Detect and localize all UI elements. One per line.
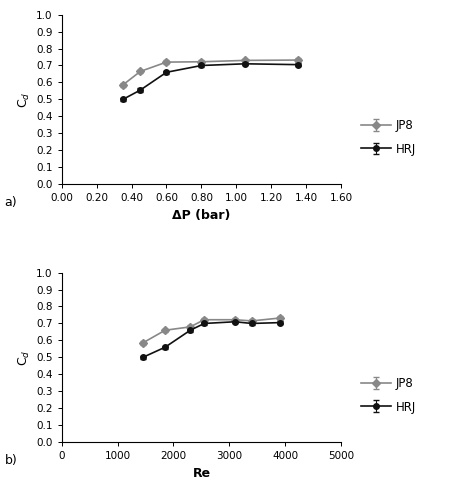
X-axis label: ΔP (bar): ΔP (bar): [172, 209, 231, 222]
Text: b): b): [5, 454, 18, 468]
Legend: JP8, HRJ: JP8, HRJ: [361, 377, 416, 414]
Legend: JP8, HRJ: JP8, HRJ: [361, 119, 416, 156]
Y-axis label: C$_d$: C$_d$: [17, 349, 32, 365]
X-axis label: Re: Re: [192, 467, 210, 480]
Text: a): a): [5, 196, 18, 209]
Y-axis label: C$_d$: C$_d$: [17, 91, 32, 108]
